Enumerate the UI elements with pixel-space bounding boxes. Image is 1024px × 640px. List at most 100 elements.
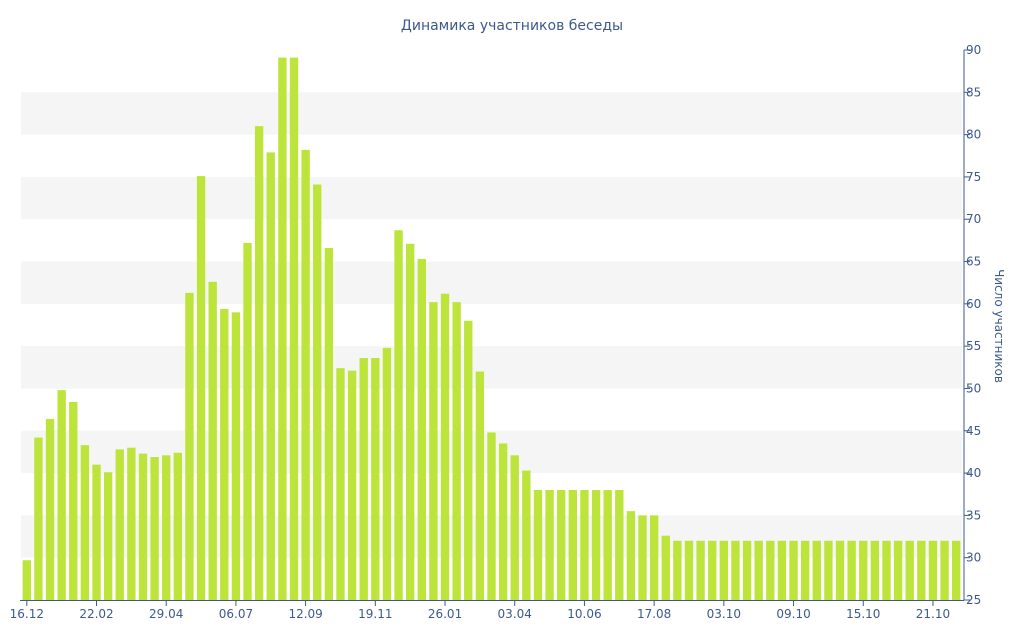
y-tick-label: 25: [966, 593, 981, 607]
bar: [696, 540, 705, 600]
bar: [847, 540, 856, 600]
x-tick-label: 29.04: [149, 607, 183, 621]
bar: [626, 511, 636, 600]
bar: [196, 176, 206, 600]
bar: [719, 540, 729, 600]
bar: [394, 230, 403, 601]
bars: [22, 57, 961, 601]
bar: [533, 490, 543, 600]
bar: [766, 540, 775, 600]
bar: [452, 302, 461, 600]
bar: [278, 57, 287, 601]
bar: [34, 437, 43, 600]
x-tick-label: 06.07: [219, 607, 253, 621]
x-tick-label: 10.06: [567, 607, 601, 621]
bar: [254, 126, 264, 601]
bar: [220, 308, 229, 600]
x-tick-label: 03.10: [707, 607, 741, 621]
bar: [371, 358, 380, 600]
bar: [800, 540, 810, 600]
y-tick-label: 65: [966, 255, 981, 269]
y-tick-label: 30: [966, 551, 981, 565]
bar: [185, 292, 194, 600]
bar: [510, 455, 519, 600]
bar: [952, 540, 961, 600]
x-tick-label: 21.10: [916, 607, 950, 621]
bar: [684, 540, 694, 600]
bar: [289, 57, 299, 601]
bar: [45, 418, 55, 600]
bar: [824, 540, 833, 600]
y-tick-label: 40: [966, 466, 981, 480]
x-tick-label: 16.12: [10, 607, 44, 621]
bar: [522, 470, 531, 600]
bar: [336, 368, 345, 600]
chart-title: Динамика участников беседы: [401, 18, 623, 34]
bar: [464, 320, 473, 600]
x-tick-label: 26.01: [428, 607, 462, 621]
y-tick-label: 55: [966, 339, 981, 353]
bar: [789, 540, 798, 600]
bar: [859, 540, 868, 600]
bar: [487, 432, 496, 600]
bar: [347, 370, 357, 600]
bar: [905, 540, 914, 600]
grid-band: [21, 346, 962, 389]
bar: [638, 515, 647, 600]
axes: 25 30 35 40 45 50 55 60 65 70 75 80 85 90 16.12 22.02 29…: [10, 43, 982, 621]
y-tick-label: 45: [966, 424, 981, 438]
bar: [615, 490, 624, 600]
bar: [649, 515, 659, 600]
y-tick-label: 50: [966, 381, 981, 395]
bar: [812, 540, 821, 600]
bar: [498, 443, 508, 600]
bar: [22, 560, 31, 600]
x-tick-label: 17.08: [637, 607, 671, 621]
bar: [777, 540, 787, 600]
bar: [103, 472, 113, 600]
bar: [173, 452, 183, 600]
bar: [406, 243, 415, 600]
bar: [835, 540, 845, 600]
y-tick-label: 70: [966, 212, 981, 226]
x-tick-label: 15.10: [846, 607, 880, 621]
bar: [928, 540, 938, 600]
bar: [440, 293, 450, 600]
bar: [940, 540, 949, 600]
bar: [382, 347, 392, 600]
bar: [92, 464, 101, 600]
bar: [429, 302, 438, 600]
bar: [591, 490, 601, 600]
bar: [127, 447, 136, 600]
bar: [893, 540, 903, 600]
bar: [731, 540, 740, 600]
bar: [69, 402, 78, 600]
bar: [557, 490, 566, 600]
y-tick-label: 80: [966, 128, 981, 142]
y-axis-label: Число участников: [992, 269, 1006, 383]
grid-band: [21, 261, 962, 304]
bar: [138, 453, 148, 600]
bar: [673, 540, 682, 600]
bar: [115, 449, 124, 600]
bar: [475, 371, 485, 600]
y-tick-label: 75: [966, 170, 981, 184]
bar: [313, 184, 322, 601]
grid-band: [21, 92, 962, 135]
bar: [568, 490, 577, 600]
y-tick-label: 85: [966, 85, 981, 99]
grid-band: [21, 176, 962, 220]
bar: [208, 281, 217, 600]
bar: [301, 149, 310, 600]
y-tick-label: 90: [966, 43, 981, 57]
y-tick-label: 60: [966, 297, 981, 311]
bar: [708, 540, 717, 600]
bar: [80, 445, 90, 600]
x-tick-label: 09.10: [776, 607, 810, 621]
bar: [580, 490, 589, 600]
bar: [417, 259, 426, 600]
bar: [882, 540, 891, 600]
bar: [324, 248, 334, 600]
bar: [545, 490, 554, 600]
